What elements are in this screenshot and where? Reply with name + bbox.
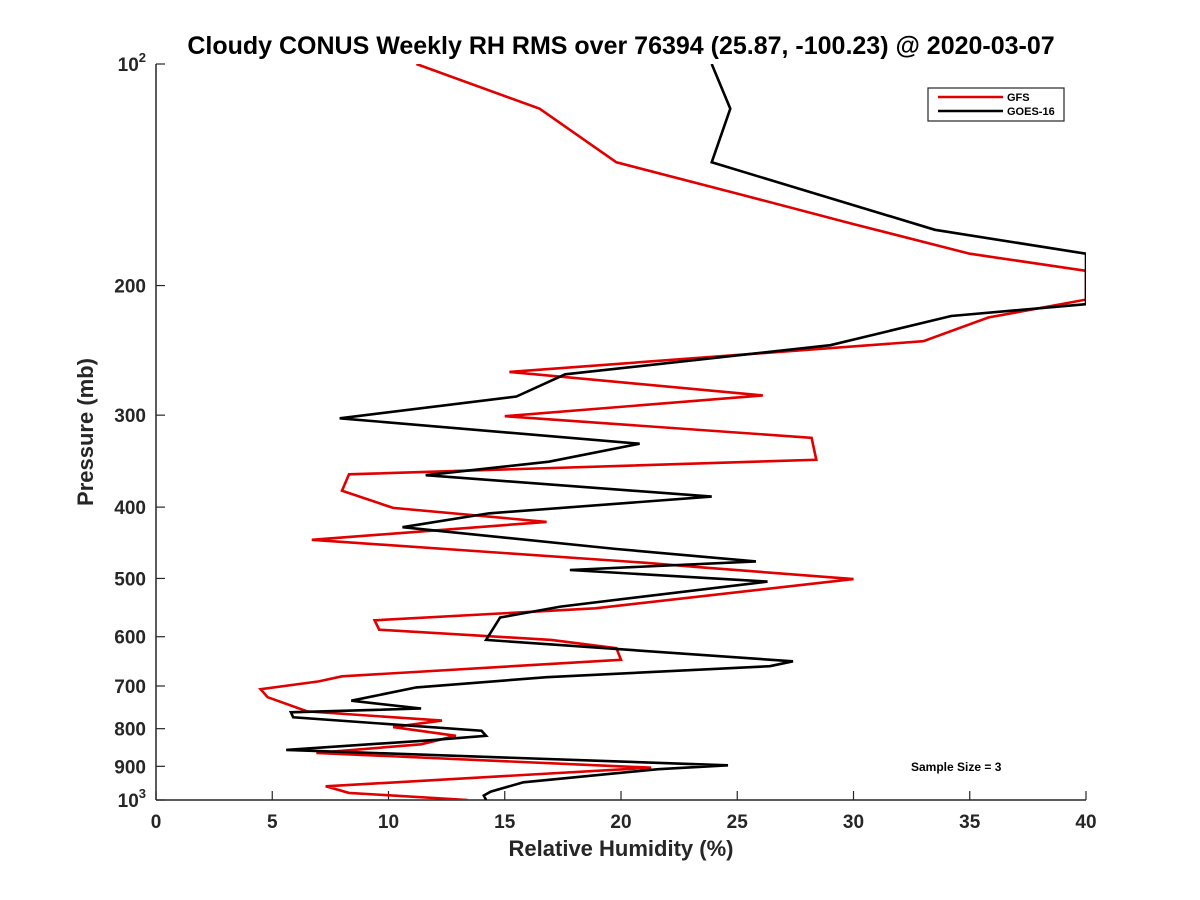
legend: GFS GOES-16 <box>927 87 1065 122</box>
y-tick-label: 500 <box>114 569 146 590</box>
x-tick-label: 35 <box>959 812 981 833</box>
plot-axes <box>155 64 1086 801</box>
y-tick-label: 300 <box>114 406 146 427</box>
x-tick-label: 10 <box>378 812 399 833</box>
sample-size-annotation: Sample Size = 3 <box>911 760 1002 774</box>
x-axis-label: Relative Humidity (%) <box>509 836 734 861</box>
x-tick-label: 5 <box>267 812 278 833</box>
x-tick-label: 25 <box>727 812 749 833</box>
legend-box <box>927 87 1065 122</box>
y-tick-label: 200 <box>114 277 146 298</box>
legend-label-goes-16: GOES-16 <box>1007 106 1055 118</box>
chart-title: Cloudy CONUS Weekly RH RMS over 76394 (2… <box>187 32 1054 60</box>
series-line-goes-16 <box>286 64 1086 800</box>
series-group <box>258 64 1086 800</box>
y-tick-label: 103 <box>118 786 146 812</box>
x-tick-label: 30 <box>843 812 864 833</box>
x-tick-label: 0 <box>151 812 162 833</box>
series-line-gfs <box>258 64 1086 800</box>
y-tick-label: 600 <box>114 628 146 649</box>
x-ticks: 0 5 10 15 20 25 30 35 40 <box>151 791 1097 833</box>
y-axis-label: Pressure (mb) <box>73 358 98 506</box>
x-tick-label: 15 <box>494 812 516 833</box>
y-ticks: 102 200 300 400 500 600 700 800 900 103 <box>114 50 165 812</box>
x-tick-label: 20 <box>610 812 631 833</box>
y-tick-label: 102 <box>118 50 146 76</box>
y-tick-label: 800 <box>114 720 146 741</box>
x-tick-label: 40 <box>1075 812 1096 833</box>
y-tick-label: 400 <box>114 498 146 519</box>
y-tick-label: 700 <box>114 677 146 698</box>
y-tick-label: 900 <box>114 757 146 778</box>
legend-label-gfs: GFS <box>1007 92 1030 104</box>
